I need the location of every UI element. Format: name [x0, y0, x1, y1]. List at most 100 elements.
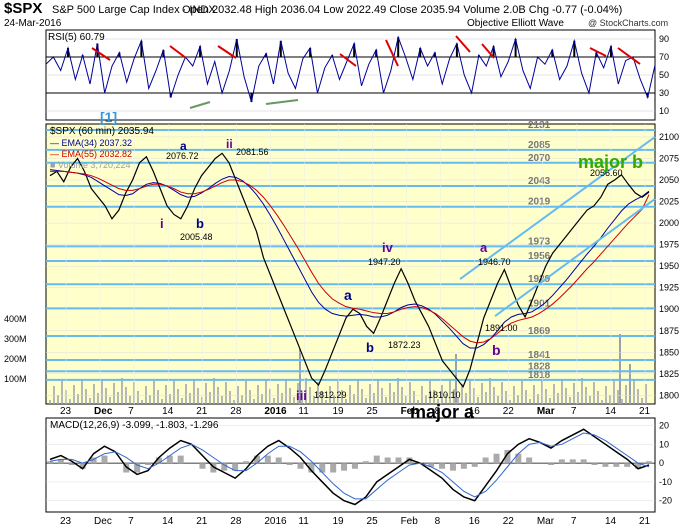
x-tick-label: 19 [332, 406, 344, 417]
macd-histogram-bar [493, 453, 500, 464]
index-name: S&P 500 Large Cap Index · INDX [52, 4, 216, 16]
price-tick-label: 1900 [659, 304, 679, 314]
volume-tick-label: 400M [4, 314, 27, 324]
price-tick-label: 1950 [659, 261, 679, 271]
macd-histogram-bar [275, 457, 282, 464]
macd-tick-label: 0 [659, 458, 664, 468]
rsi-divergence-line [169, 45, 187, 59]
macd-histogram-bar [547, 463, 554, 465]
level-label: 1973 [528, 236, 551, 247]
macd-histogram-bar [646, 461, 652, 464]
macd-legend: MACD(12,26,9) -3.099, -1.803, -1.296 [50, 420, 219, 431]
wave-label: b [196, 216, 204, 231]
level-label: 2043 [528, 176, 551, 187]
macd-histogram-bar [439, 463, 446, 469]
rsi-tick-label: 10 [659, 106, 669, 116]
rsi-divergence-line [385, 39, 399, 67]
macd-histogram-bar [591, 463, 598, 465]
macd-histogram-bar [558, 459, 565, 464]
wave-label: major b [578, 152, 643, 172]
legend-volume: ■ Volume 3,720,224 [50, 160, 131, 170]
ohlc-readout: Open 2032.48 High 2036.04 Low 2022.49 Cl… [182, 4, 623, 16]
macd-histogram-bar [232, 463, 239, 471]
macd-histogram-bar [624, 463, 631, 467]
wave-label: a [180, 139, 187, 153]
price-tick-label: 2025 [659, 197, 679, 207]
rsi-divergence-line [339, 53, 357, 67]
macd-histogram-bar [68, 463, 75, 465]
macd-histogram-bar [101, 455, 108, 464]
macd-x-tick-label: Mar [537, 516, 555, 527]
macd-histogram-bar [362, 461, 369, 464]
rsi-support-line [265, 99, 299, 105]
level-label: 2131 [528, 120, 551, 131]
price-label: 2005.48 [180, 232, 213, 242]
price-label: 1812.29 [314, 390, 347, 400]
price-tick-label: 2000 [659, 218, 679, 228]
macd-x-tick-label: 2016 [264, 516, 287, 527]
price-label: 2056.60 [590, 168, 623, 178]
level-label: 1828 [528, 361, 551, 372]
macd-histogram-bar [155, 457, 162, 464]
x-tick-label: 2016 [264, 406, 287, 417]
rsi-divergence-line [589, 47, 607, 57]
price-tick-label: 1975 [659, 240, 679, 250]
stockcharts-credit: @ StockCharts.com [588, 18, 669, 28]
level-label: 2070 [528, 153, 551, 164]
x-tick-label: 28 [230, 406, 242, 417]
rsi-divergence-line [617, 47, 641, 65]
price-label: 2081.56 [236, 147, 269, 157]
macd-x-tick-label: 22 [503, 516, 515, 527]
wave-label: a [344, 287, 352, 303]
macd-histogram-bar [253, 455, 260, 464]
macd-histogram-bar [373, 455, 380, 464]
price-tick-label: 1850 [659, 347, 679, 357]
x-tick-label: Feb [401, 406, 419, 417]
channel-upper-line [459, 136, 656, 280]
macd-histogram-bar [482, 457, 489, 464]
legend-ema55: — EMA(55) 2032.82 [50, 149, 132, 159]
rsi-divergence-line [481, 43, 495, 59]
macd-x-tick-label: 23 [60, 516, 72, 527]
rsi-legend: RSI(5) 60.79 [48, 32, 105, 43]
rsi-tick-label: 90 [659, 34, 669, 44]
symbol-title: $SPX [4, 0, 43, 17]
price-tick-label: 2075 [659, 153, 679, 163]
macd-histogram-bar [90, 457, 97, 464]
macd-x-tick-label: 16 [469, 516, 481, 527]
macd-x-tick-label: 8 [435, 516, 441, 527]
macd-histogram-bar [526, 457, 533, 464]
macd-histogram-bar [449, 463, 456, 471]
macd-histogram-bar [406, 457, 413, 464]
rsi-divergence-line [91, 47, 111, 61]
macd-histogram-bar [580, 459, 587, 464]
wave-label: i [160, 216, 164, 231]
wave-label: b [366, 340, 374, 355]
brand-label: Objective Elliott Wave [467, 18, 564, 29]
series-2-line [50, 170, 650, 344]
macd-histogram-bar [613, 463, 620, 467]
macd-histogram-bar [243, 461, 250, 464]
macd-x-tick-label: 14 [605, 516, 617, 527]
volume-tick-label: 200M [4, 354, 27, 364]
macd-x-tick-label: Dec [94, 516, 112, 527]
macd-x-tick-label: 28 [230, 516, 242, 527]
macd-tick-label: -20 [659, 496, 672, 506]
price-tick-label: 1875 [659, 326, 679, 336]
level-label: 1956 [528, 251, 551, 262]
macd-x-tick-label: 21 [196, 516, 208, 527]
macd-histogram-bar [221, 463, 228, 471]
price-panel [45, 123, 656, 405]
wave-label: iii [296, 388, 307, 403]
macd-histogram-bar [602, 463, 609, 467]
wave-label: a [480, 240, 488, 255]
macd-histogram-bar [134, 463, 141, 473]
series-0-line [49, 152, 650, 388]
macd-histogram-bar [471, 463, 478, 467]
x-tick-label: 8 [435, 406, 441, 417]
x-tick-label: 14 [605, 406, 617, 417]
volume-tick-label: 300M [4, 334, 27, 344]
volume-tick-label: 100M [4, 374, 27, 384]
price-tick-label: 2100 [659, 132, 679, 142]
